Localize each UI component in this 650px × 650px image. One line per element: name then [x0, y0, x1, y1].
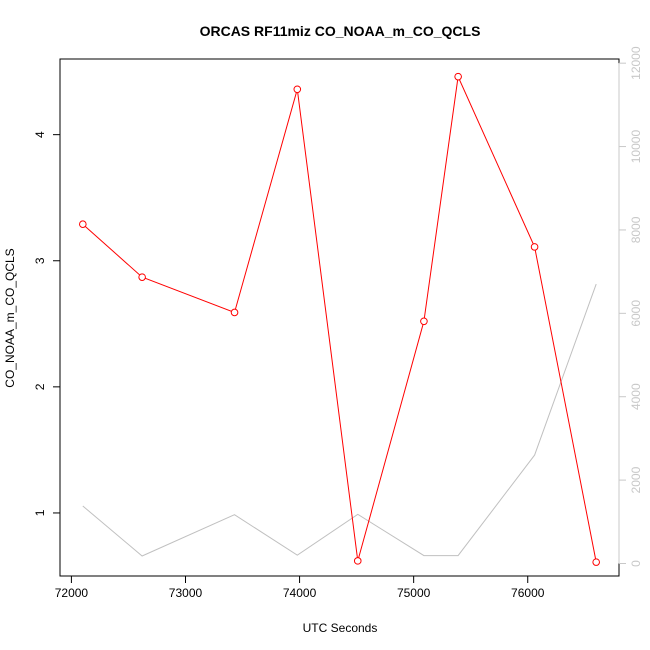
y2-tick-label: 12000	[629, 46, 643, 80]
y2-tick-label: 10000	[629, 130, 643, 164]
data-point	[79, 220, 87, 228]
data-point	[592, 558, 600, 566]
y2-tick-label: 2000	[629, 466, 643, 493]
data-point	[293, 85, 302, 94]
data-point	[530, 243, 539, 251]
x-tick-label: 75000	[397, 586, 431, 600]
y2-tick-label: 4000	[629, 383, 643, 410]
y-tick-label: 1	[33, 509, 47, 516]
x-axis-label: UTC Seconds	[303, 621, 378, 635]
data-point	[230, 308, 239, 317]
series-line-left-axis	[82, 74, 597, 563]
series-line-right-axis	[82, 283, 597, 557]
y-tick-label: 2	[33, 383, 47, 390]
data-point	[454, 72, 462, 81]
y-axis-right: 0 2000 4000 6000 8000 10000 12000	[618, 46, 643, 567]
x-axis: 72000 73000 74000 75000 76000	[55, 575, 545, 600]
chart-title: ORCAS RF11miz CO_NOAA_m_CO_QCLS	[200, 23, 481, 39]
x-tick-label: 76000	[511, 586, 545, 600]
data-point	[138, 273, 146, 281]
x-tick-label: 73000	[169, 586, 203, 600]
data-point	[420, 317, 428, 326]
y2-tick-label: 6000	[629, 300, 643, 327]
y2-tick-label: 8000	[629, 216, 643, 243]
plot-area-frame	[59, 58, 620, 577]
y-axis-left: 1 2 3 4	[33, 131, 61, 516]
data-point	[353, 557, 362, 565]
y-tick-label: 4	[33, 131, 47, 138]
x-tick-label: 74000	[283, 586, 317, 600]
series-layer	[79, 72, 600, 566]
y2-tick-label: 0	[629, 560, 643, 567]
y-tick-label: 3	[33, 257, 47, 264]
y-axis-label: CO_NOAA_m_CO_QCLS	[3, 248, 17, 387]
x-tick-label: 72000	[55, 586, 89, 600]
